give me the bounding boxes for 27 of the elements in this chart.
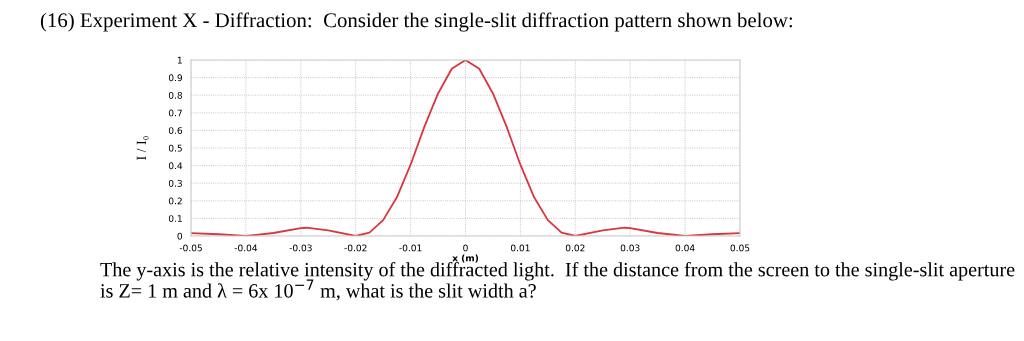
y-tick-label: 0.7 (168, 109, 182, 117)
x-tick-label: 0 (463, 244, 468, 252)
x-tick-label: 0.03 (620, 244, 640, 252)
y-tick-label: 0.5 (168, 144, 182, 152)
x-tick-label: 0.05 (730, 244, 750, 252)
x-tick-label: -0.04 (234, 244, 258, 252)
y-axis-title: I / I₀ (136, 136, 149, 160)
y-tick-label: 0.3 (168, 179, 182, 187)
y-tick-label: 0.9 (168, 74, 183, 82)
line-series (191, 60, 740, 236)
y-tick-label: 0.1 (168, 215, 182, 222)
y-tick-label: 0.6 (168, 127, 183, 134)
text: The y-axis is the relative intensity of the diffracted light. If the distance from the screen to the single-slit aperture is Z= 1 m and λ = 6x 10$^{−7}$ m, what is the slit width a? (100, 262, 1015, 301)
y-tick-label: 0.8 (168, 91, 183, 99)
x-tick-label: 0.01 (510, 244, 530, 252)
x-tick-label: -0.02 (344, 244, 367, 252)
x-tick-label: -0.03 (289, 244, 312, 252)
x-tick-label: -0.01 (399, 244, 422, 252)
y-tick-label: 0.4 (168, 162, 183, 170)
y-tick-label: 0 (177, 232, 183, 240)
x-tick-label: 0.04 (675, 244, 695, 252)
chart-title: (16) Experiment X - Diffraction: Consider the single-slit diffraction pattern shown below: (40, 12, 793, 32)
x-tick-label: -0.05 (179, 244, 202, 252)
y-tick-label: 1 (177, 56, 182, 64)
x-tick-label: 0.02 (565, 244, 585, 252)
x-axis-title: x (m) (452, 254, 479, 263)
y-tick-label: 0.2 (168, 197, 182, 205)
